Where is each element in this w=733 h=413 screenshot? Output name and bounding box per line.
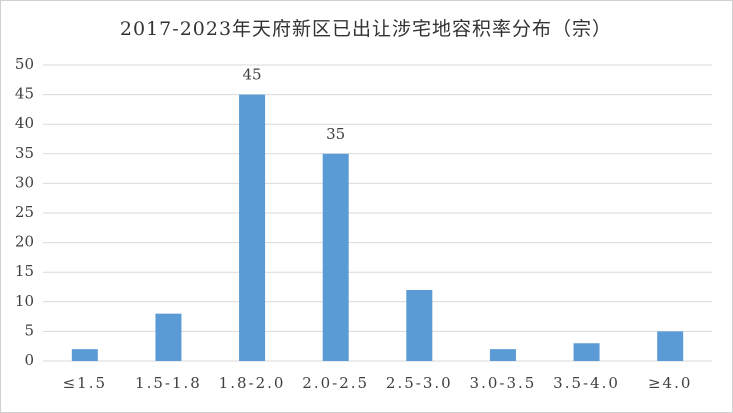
bar	[71, 349, 98, 361]
y-tick-label: 20	[15, 233, 34, 251]
data-label: 35	[326, 125, 345, 143]
x-tick-label: 3.5-4.0	[553, 374, 620, 392]
bar	[155, 313, 182, 361]
bar	[573, 343, 600, 361]
bar	[406, 289, 433, 361]
bar	[322, 153, 349, 361]
y-tick-label: 45	[15, 85, 34, 103]
bar	[239, 94, 266, 361]
y-tick-label: 50	[15, 55, 34, 73]
y-tick-label: 40	[15, 114, 34, 132]
y-tick-label: 30	[15, 173, 34, 191]
x-tick-label: 1.5-1.8	[135, 374, 202, 392]
x-tick-label: ≤1.5	[63, 374, 107, 392]
x-tick-label: 2.5-3.0	[386, 374, 453, 392]
bar	[489, 349, 516, 361]
chart-title: 2017-2023年天府新区已出让涉宅地容积率分布（宗）	[120, 18, 612, 40]
y-tick-label: 25	[15, 203, 34, 221]
y-tick-label: 15	[15, 262, 34, 280]
x-tick-label: 2.0-2.5	[302, 374, 369, 392]
x-tick-label: 3.0-3.5	[470, 374, 537, 392]
data-label: 45	[243, 66, 262, 84]
x-tick-label: ≥4.0	[648, 374, 692, 392]
y-tick-label: 35	[15, 144, 34, 162]
y-tick-label: 5	[24, 321, 34, 339]
y-tick-label: 10	[15, 292, 34, 310]
y-tick-label: 0	[24, 351, 34, 369]
bar	[657, 331, 684, 361]
x-tick-label: 1.8-2.0	[219, 374, 286, 392]
